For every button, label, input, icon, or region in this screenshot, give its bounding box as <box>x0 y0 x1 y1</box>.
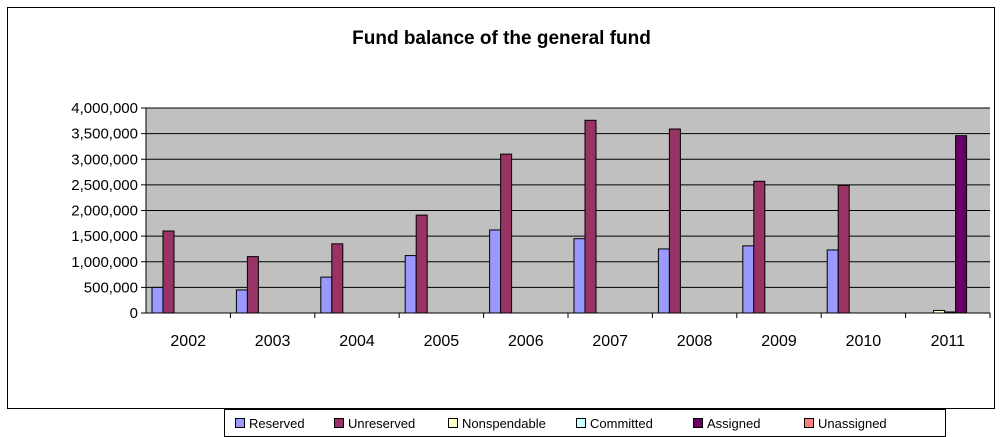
x-tick-label: 2002 <box>170 333 206 350</box>
y-tick-label: 1,500,000 <box>71 228 138 245</box>
y-tick-label: 500,000 <box>84 279 138 296</box>
legend-label: Unassigned <box>818 416 887 431</box>
legend-label: Unreserved <box>348 416 416 431</box>
bar <box>500 153 513 314</box>
chart-title: Fund balance of the general fund <box>352 28 651 49</box>
bar <box>162 230 175 314</box>
legend-label: Nonspendable <box>462 416 546 431</box>
bar <box>331 243 344 314</box>
legend-item: Unreserved <box>334 416 415 431</box>
y-tick-label: 3,000,000 <box>71 151 138 168</box>
legend-swatch <box>448 418 458 428</box>
y-tick-label: 4,000,000 <box>71 100 138 117</box>
x-tick-label: 2005 <box>424 333 460 350</box>
bar <box>668 128 681 314</box>
y-tick-label: 0 <box>130 305 138 322</box>
x-tick-label: 2011 <box>931 333 966 350</box>
bar <box>933 309 946 314</box>
legend-item: Reserved <box>235 416 305 431</box>
bar <box>742 245 755 314</box>
bar <box>753 180 766 314</box>
legend-swatch <box>334 418 344 428</box>
bar <box>151 286 164 314</box>
legend-swatch <box>576 418 586 428</box>
legend-item: Assigned <box>693 416 760 431</box>
bar <box>415 214 428 314</box>
bar <box>404 255 417 314</box>
x-tick-label: 2009 <box>761 333 797 350</box>
legend-swatch <box>804 418 814 428</box>
legend-item: Nonspendable <box>448 416 546 431</box>
legend-label: Committed <box>590 416 653 431</box>
y-tick-label: 2,000,000 <box>71 203 138 220</box>
legend-swatch <box>235 418 245 428</box>
chart-plot: 0 500,000 1,000,000 1,500,000 2,000,000 2,500… <box>71 100 991 350</box>
bar <box>246 256 259 314</box>
bar <box>489 229 502 314</box>
bar <box>837 184 850 314</box>
bar <box>320 276 333 314</box>
y-tick-label: 2,500,000 <box>71 177 138 194</box>
x-tick-label: 2004 <box>339 333 375 350</box>
x-tick-label: 2006 <box>508 333 544 350</box>
y-tick-label: 1,000,000 <box>71 254 138 271</box>
legend-label: Reserved <box>249 416 305 431</box>
legend: Reserved Unreserved Nonspendable Committed A… <box>224 409 946 437</box>
x-tick-label: 2003 <box>255 333 291 350</box>
bar <box>826 249 839 314</box>
bar <box>657 248 670 314</box>
bar <box>955 135 968 314</box>
y-tick-label: 3,500,000 <box>71 126 138 143</box>
bar <box>944 311 957 314</box>
legend-swatch <box>693 418 703 428</box>
x-tick-label: 2007 <box>592 333 628 350</box>
legend-item: Unassigned <box>804 416 887 431</box>
bar <box>235 289 248 314</box>
legend-item: Committed <box>576 416 653 431</box>
bar <box>573 238 586 314</box>
legend-label: Assigned <box>707 416 761 431</box>
x-tick-label: 2008 <box>677 333 713 350</box>
bar <box>584 119 597 314</box>
x-tick-label: 2010 <box>846 333 882 350</box>
